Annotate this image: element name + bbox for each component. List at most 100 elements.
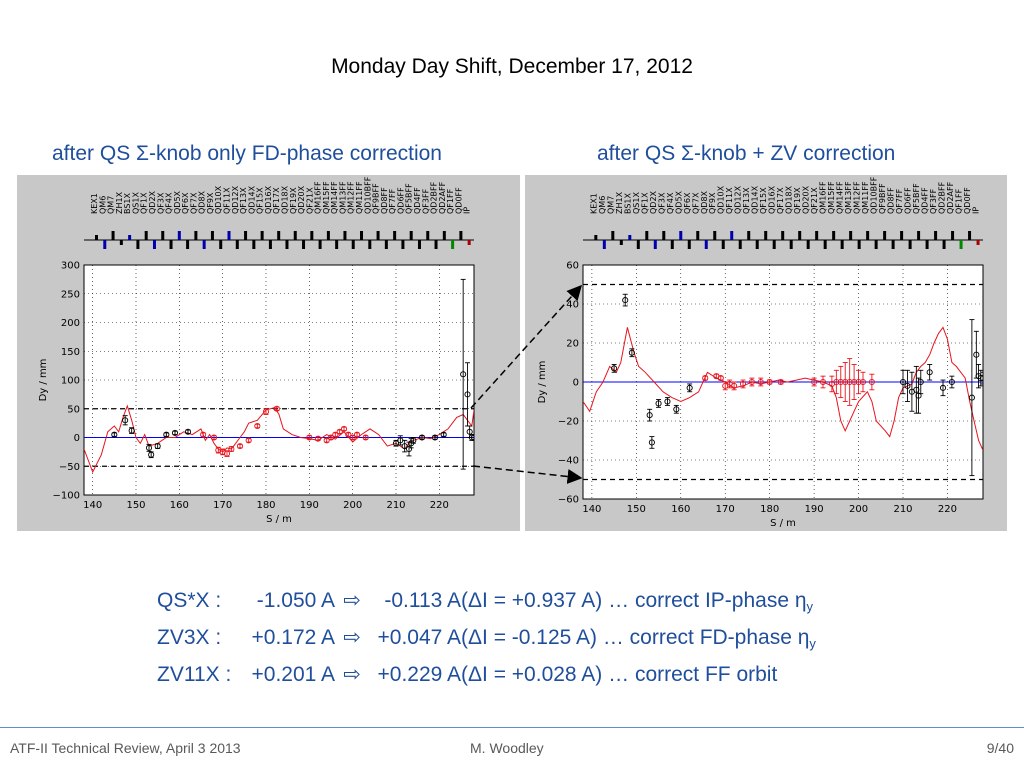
magnet-block xyxy=(409,231,413,240)
magnet-block xyxy=(764,231,768,240)
correction-summary: QS*X : -1.050 A ⇨ -0.113 A (ΔI = +0.937 A) … xyxy=(157,585,816,690)
y-tick-label: 100 xyxy=(61,376,80,387)
measured-point xyxy=(766,378,773,386)
magnet-block xyxy=(161,231,165,240)
x-tick-label: 140 xyxy=(582,504,601,515)
measured-point xyxy=(717,375,724,382)
measured-point xyxy=(977,375,983,382)
measured-point xyxy=(223,450,231,457)
measured-point xyxy=(145,444,153,451)
magnet-label: IP xyxy=(972,207,981,214)
magnet-block xyxy=(730,231,734,240)
magnet-label: QD8FF xyxy=(380,187,389,214)
measured-point xyxy=(236,443,244,450)
measured-point xyxy=(314,435,322,442)
measured-point xyxy=(777,378,784,386)
magnet-label: QM11FF xyxy=(861,181,870,214)
magnet-block xyxy=(602,240,606,249)
magnet-block xyxy=(619,240,623,245)
x-tick-label: 160 xyxy=(170,500,189,511)
correction-note: (ΔI = +0.937 A) … correct IP-phase ηy xyxy=(461,589,814,614)
measured-point xyxy=(868,378,875,386)
magnet-label: QM7 xyxy=(606,196,615,214)
magnet-label: QD8X xyxy=(198,190,207,214)
magnet-label: QF3FF xyxy=(929,188,938,214)
y-tick-label: 150 xyxy=(61,347,80,358)
measured-point xyxy=(819,378,827,386)
magnet-label: QF1X xyxy=(140,192,149,214)
magnet-label: QD6FF xyxy=(396,187,405,214)
magnet-block xyxy=(628,235,632,240)
magnet-block xyxy=(849,231,853,240)
measured-point xyxy=(939,384,947,391)
measured-point xyxy=(345,431,352,438)
magnet-block xyxy=(594,235,598,240)
magnet-block xyxy=(227,231,231,240)
subscript: y xyxy=(809,636,816,651)
magnet-label: QF5BFF xyxy=(912,183,921,214)
arrow-icon: ⇨ xyxy=(343,626,361,649)
magnet-label: QF1FF xyxy=(955,188,964,214)
magnet-block xyxy=(244,231,248,240)
magnet-block xyxy=(318,240,322,249)
magnet-label: QF3X xyxy=(156,192,165,214)
magnet-block xyxy=(169,240,173,249)
magnet-block xyxy=(219,240,223,249)
magnet-label: QF19X xyxy=(289,187,298,214)
magnet-label: QF15X xyxy=(256,187,265,214)
arrow-icon: ⇨ xyxy=(343,589,361,612)
magnet-block xyxy=(866,231,870,240)
measured-point xyxy=(306,434,313,441)
footer-center: M. Woodley xyxy=(470,740,544,756)
magnet-block xyxy=(925,240,929,249)
magnet-label: QD2X xyxy=(148,190,157,214)
measured-point xyxy=(323,437,330,444)
magnet-label: QM12FF xyxy=(347,181,356,214)
magnet-block xyxy=(136,240,140,249)
measured-point xyxy=(757,378,764,386)
magnet-block xyxy=(326,231,330,240)
magnet-block xyxy=(152,240,156,249)
magnet-label: QF7X xyxy=(691,192,700,214)
magnet-label: QS1X xyxy=(131,192,140,214)
magnet-label: QF15X xyxy=(759,187,768,214)
measured-point xyxy=(673,406,680,413)
magnet-label: QD5X xyxy=(674,190,683,214)
magnet-label: QM6 xyxy=(98,196,107,214)
x-tick-label: 160 xyxy=(671,504,690,515)
measured-point xyxy=(702,375,709,382)
model-dispersion-line xyxy=(84,404,474,474)
magnet-block xyxy=(755,240,759,249)
corrector-name: ZV3X : xyxy=(157,626,222,649)
magnet-block xyxy=(934,231,938,240)
x-tick-label: 190 xyxy=(805,504,824,515)
right-panel-title: after QS Σ-knob + ZV correction xyxy=(597,142,896,165)
magnet-label: QD18X xyxy=(280,185,289,214)
magnet-block xyxy=(103,240,107,249)
measured-point xyxy=(254,422,261,430)
measured-point xyxy=(349,434,356,441)
magnet-label: QF17X xyxy=(272,187,281,214)
summary-row: QS*X : -1.050 A ⇨ -0.113 A (ΔI = +0.937 A) … xyxy=(157,585,816,622)
current-before: -1.050 A xyxy=(256,589,335,612)
magnet-label: QM14FF xyxy=(330,181,339,214)
measured-point xyxy=(273,405,280,412)
magnet-lattice-strip: KEX1 QM6 QM7 ZH1X BS1X QS1X QF1X QD2X QF3X QF4X QD… xyxy=(84,176,474,249)
magnet-label: QF11X xyxy=(223,187,232,214)
magnet-label: QF21X xyxy=(305,187,314,214)
measured-point xyxy=(655,400,662,407)
magnet-label: QD2BFF xyxy=(938,181,947,214)
measured-point xyxy=(460,371,467,378)
x-tick-label: 150 xyxy=(126,500,145,511)
magnet-block xyxy=(285,240,289,249)
measured-point xyxy=(171,429,179,436)
measured-point xyxy=(440,431,447,438)
plot-content xyxy=(583,283,983,481)
magnet-label: QF4X xyxy=(666,192,675,214)
measured-point xyxy=(915,392,922,399)
magnet-label: QF1X xyxy=(640,192,649,214)
magnet-label: QD4FF xyxy=(413,187,422,214)
magnet-label: QF19X xyxy=(793,187,802,214)
magnet-label: QM15FF xyxy=(322,181,331,214)
magnet-block xyxy=(302,240,306,249)
